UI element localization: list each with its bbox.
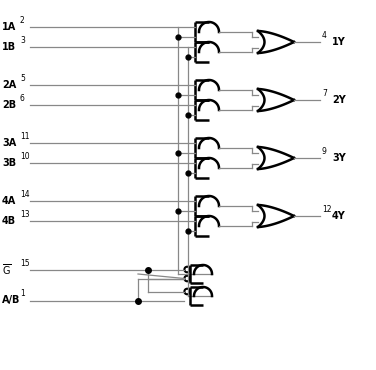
Text: 9: 9 (322, 147, 327, 156)
Text: 1Y: 1Y (332, 37, 346, 47)
Text: 11: 11 (20, 132, 29, 141)
Text: 4B: 4B (2, 216, 16, 226)
Text: 10: 10 (20, 152, 30, 161)
Text: 2: 2 (20, 16, 25, 25)
Text: 1B: 1B (2, 42, 16, 52)
Text: 13: 13 (20, 210, 30, 219)
Text: 15: 15 (20, 259, 30, 268)
Text: 4A: 4A (2, 196, 16, 206)
Text: $\overline{\rm G}$: $\overline{\rm G}$ (2, 262, 12, 277)
Text: 2Y: 2Y (332, 95, 346, 105)
Text: A/B: A/B (2, 296, 20, 306)
Text: 4Y: 4Y (332, 211, 346, 221)
Text: 3A: 3A (2, 138, 16, 148)
Text: 14: 14 (20, 190, 30, 199)
Text: 3: 3 (20, 36, 25, 45)
Text: 2A: 2A (2, 80, 16, 90)
Text: 5: 5 (20, 74, 25, 83)
Text: 7: 7 (322, 89, 327, 98)
Text: 12: 12 (322, 205, 332, 214)
Text: 3Y: 3Y (332, 153, 346, 163)
Text: 3B: 3B (2, 158, 16, 168)
Text: 1A: 1A (2, 22, 16, 32)
Text: 6: 6 (20, 94, 25, 103)
Text: 1: 1 (20, 289, 25, 299)
Text: 4: 4 (322, 31, 327, 40)
Text: 2B: 2B (2, 100, 16, 110)
